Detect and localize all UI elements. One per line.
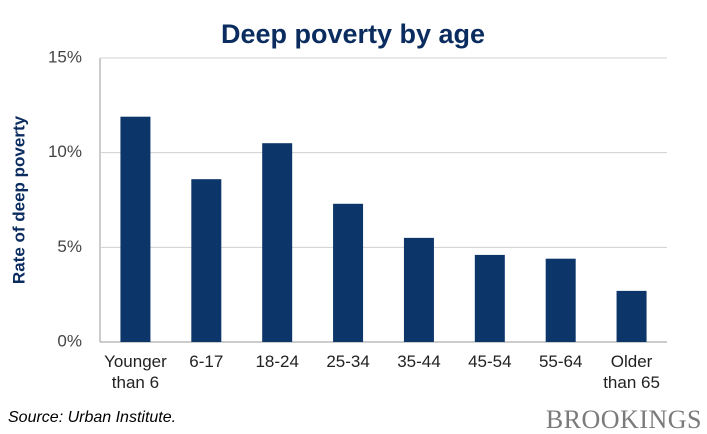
x-tick-label: 6-17 <box>189 352 224 371</box>
bar <box>616 290 647 342</box>
bar <box>120 116 151 343</box>
y-tick-label: 0% <box>57 331 82 350</box>
x-tick-label: 35-44 <box>397 352 441 371</box>
logo: BROOKINGS <box>546 405 702 434</box>
bar <box>262 143 293 342</box>
x-tick-label: Older than 65 <box>603 352 660 392</box>
x-tick-label: 45-54 <box>468 352 512 371</box>
y-axis-label: Rate of deep poverty <box>9 115 28 284</box>
x-tick-label: 55-64 <box>538 352 583 371</box>
bar <box>403 237 434 342</box>
bar <box>191 179 222 342</box>
chart-title: Deep poverty by age <box>221 19 485 49</box>
y-tick-label: 10% <box>48 142 82 161</box>
bar <box>474 254 505 342</box>
y-tick-label: 15% <box>48 47 82 66</box>
x-tick-label: Younger than 6 <box>104 352 167 392</box>
bar <box>333 203 364 342</box>
bar <box>545 258 576 342</box>
source: Source: Urban Institute. <box>8 409 176 426</box>
x-tick-label: 25-34 <box>326 352 370 371</box>
y-tick-label: 5% <box>57 237 82 256</box>
x-tick-label: 18-24 <box>255 352 299 371</box>
